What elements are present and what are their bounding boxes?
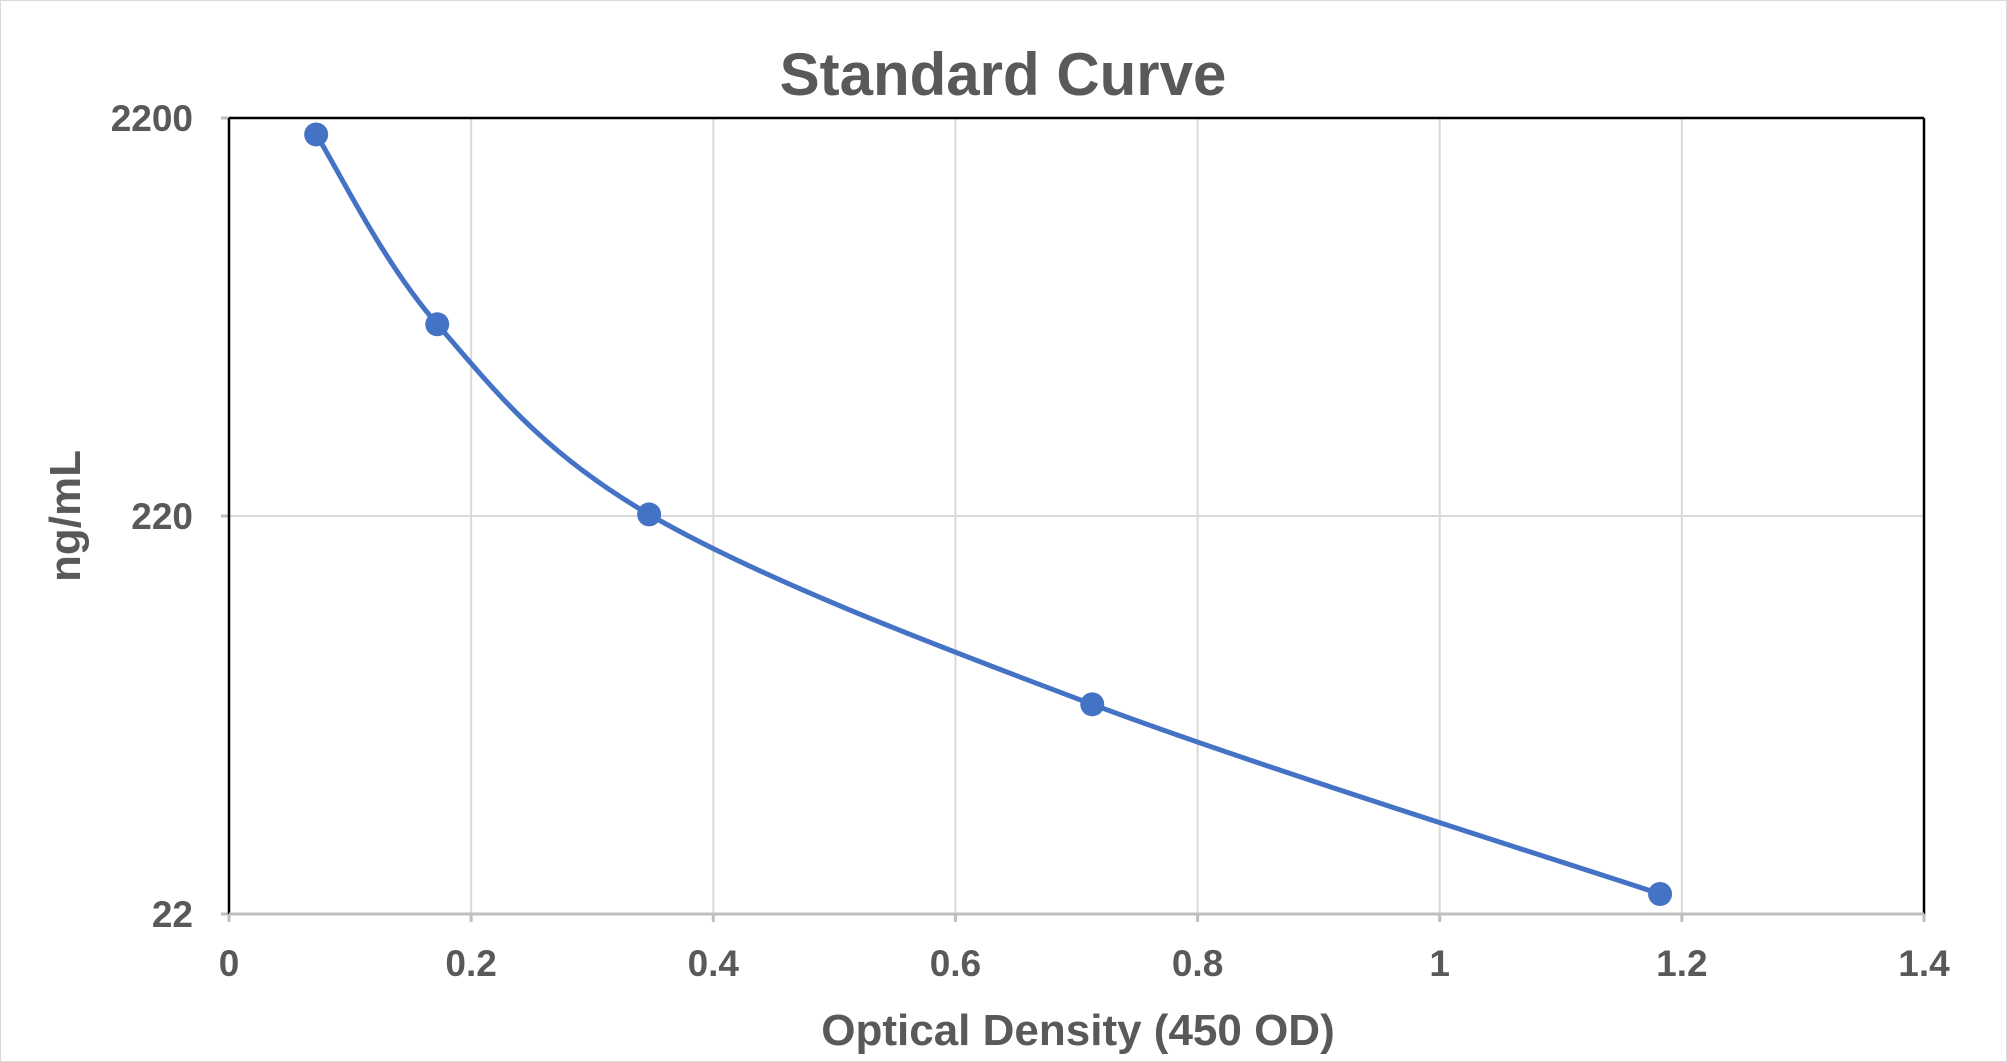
- axes: [221, 116, 1926, 922]
- y-tick-label: 2200: [111, 98, 193, 139]
- data-point: [1080, 692, 1105, 717]
- y-axis-title: ng/mL: [41, 450, 90, 582]
- chart-title: Standard Curve: [780, 41, 1227, 108]
- data-point: [637, 502, 662, 527]
- y-tick-label: 22: [152, 894, 193, 935]
- x-tick-label: 1.4: [1898, 943, 1950, 984]
- data-points: [304, 122, 1673, 906]
- grid-lines: [229, 118, 1924, 914]
- x-axis-title: Optical Density (450 OD): [821, 1006, 1334, 1055]
- x-tick-label: 1.2: [1656, 943, 1707, 984]
- data-point: [304, 122, 329, 147]
- y-tick-label: 220: [131, 496, 193, 537]
- x-tick-label: 0.2: [445, 943, 496, 984]
- x-tick-label: 1: [1429, 943, 1450, 984]
- x-tick-label: 0: [219, 943, 240, 984]
- series-curve: [313, 131, 1663, 897]
- data-point: [425, 312, 450, 337]
- y-tick-labels: 22 220 2200: [111, 98, 193, 935]
- x-tick-label: 0.6: [930, 943, 981, 984]
- data-point: [1648, 881, 1673, 906]
- series-line: [313, 131, 1663, 897]
- x-tick-labels: 0 0.2 0.4 0.6 0.8 1 1.2 1.4: [219, 943, 1950, 984]
- x-tick-label: 0.4: [688, 943, 740, 984]
- x-tick-label: 0.8: [1172, 943, 1223, 984]
